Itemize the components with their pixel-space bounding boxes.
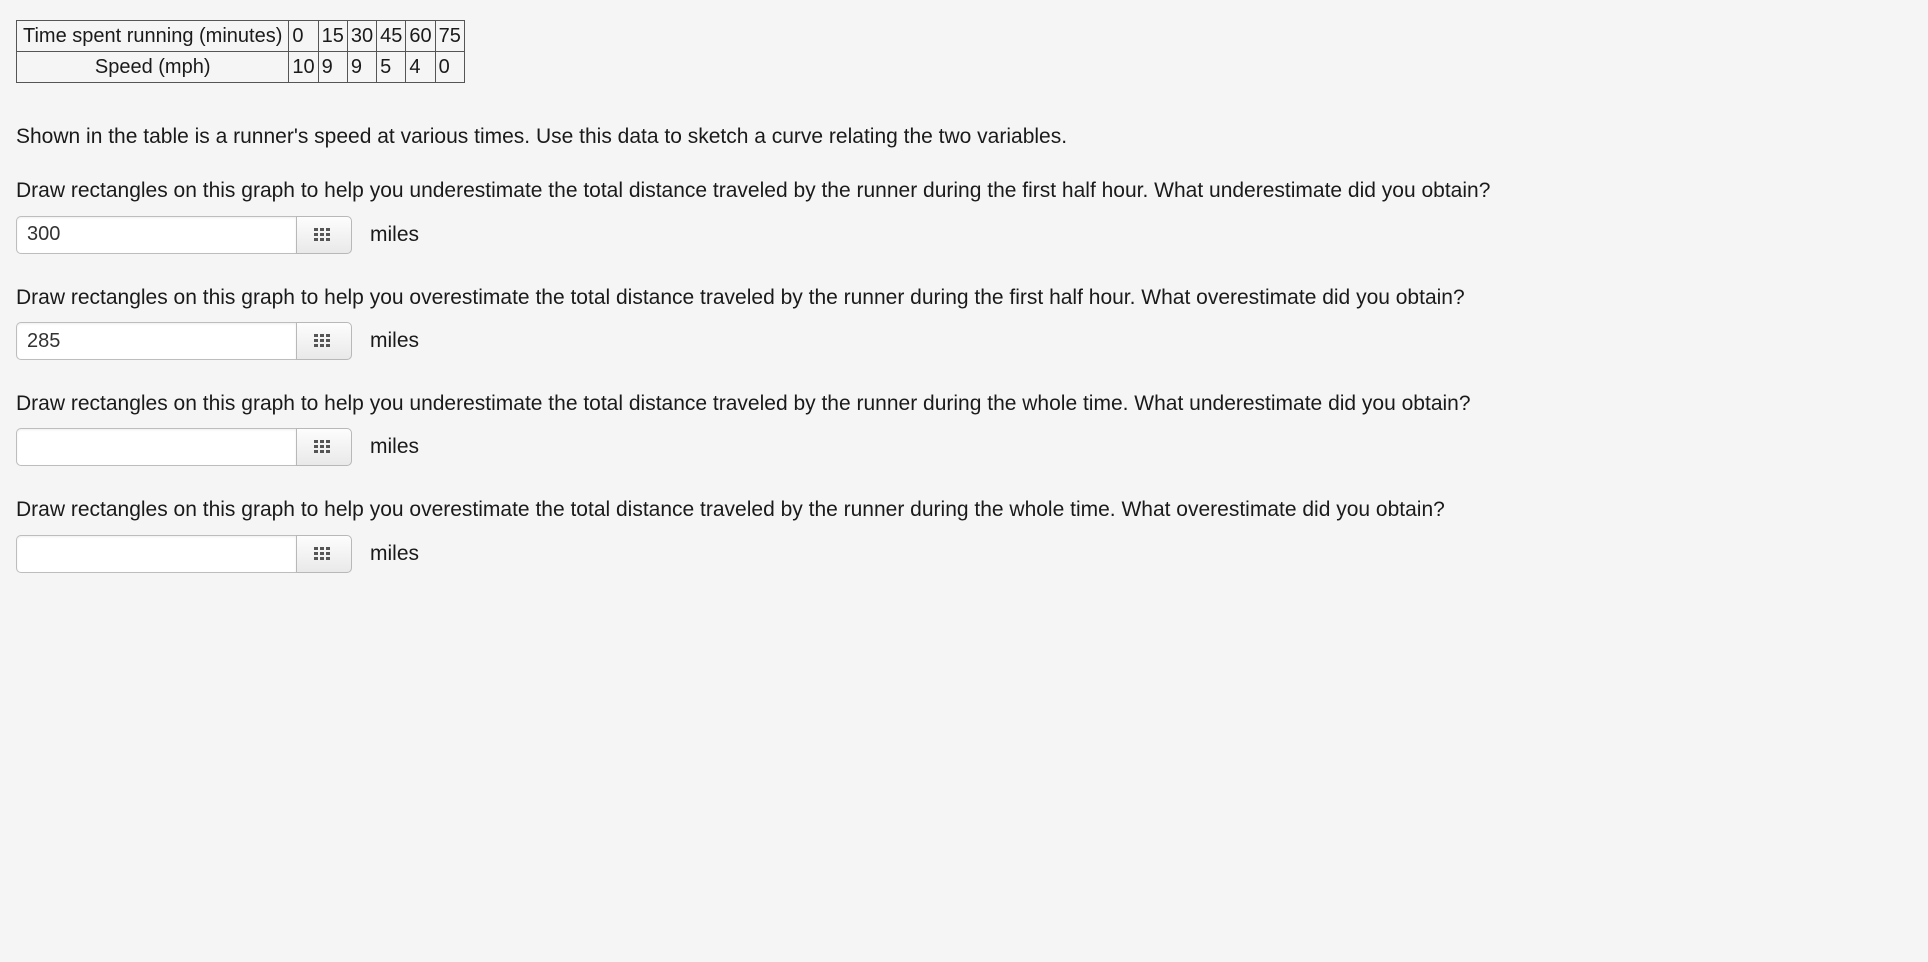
intro-text: Shown in the table is a runner's speed a… xyxy=(16,123,1912,151)
answer-input-1[interactable] xyxy=(16,216,296,254)
keypad-button[interactable] xyxy=(296,428,352,466)
table-cell: 5 xyxy=(377,52,406,83)
question-text: Draw rectangles on this graph to help yo… xyxy=(16,177,1912,205)
question-text: Draw rectangles on this graph to help yo… xyxy=(16,284,1912,312)
table-cell: 9 xyxy=(347,52,376,83)
answer-input-3[interactable] xyxy=(16,428,296,466)
answer-input-2[interactable] xyxy=(16,322,296,360)
table-cell: 30 xyxy=(347,21,376,52)
table-cell: 15 xyxy=(318,21,347,52)
table-cell: 4 xyxy=(406,52,435,83)
answer-row: miles xyxy=(16,216,1912,254)
table-row: Time spent running (minutes) 0 15 30 45 … xyxy=(17,21,465,52)
table-cell: 10 xyxy=(289,52,318,83)
keypad-icon xyxy=(314,440,334,454)
table-cell: 9 xyxy=(318,52,347,83)
keypad-icon xyxy=(314,228,334,242)
keypad-icon xyxy=(314,334,334,348)
keypad-button[interactable] xyxy=(296,216,352,254)
keypad-button[interactable] xyxy=(296,535,352,573)
row-label-time: Time spent running (minutes) xyxy=(17,21,289,52)
answer-row: miles xyxy=(16,322,1912,360)
unit-label: miles xyxy=(370,542,419,566)
keypad-icon xyxy=(314,547,334,561)
input-group xyxy=(16,428,352,466)
table-cell: 45 xyxy=(377,21,406,52)
answer-row: miles xyxy=(16,535,1912,573)
input-group xyxy=(16,535,352,573)
data-table: Time spent running (minutes) 0 15 30 45 … xyxy=(16,20,465,83)
table-cell: 0 xyxy=(435,52,464,83)
table-cell: 0 xyxy=(289,21,318,52)
question-text: Draw rectangles on this graph to help yo… xyxy=(16,496,1912,524)
table-row: Speed (mph) 10 9 9 5 4 0 xyxy=(17,52,465,83)
answer-input-4[interactable] xyxy=(16,535,296,573)
unit-label: miles xyxy=(370,329,419,353)
keypad-button[interactable] xyxy=(296,322,352,360)
table-cell: 60 xyxy=(406,21,435,52)
row-label-speed: Speed (mph) xyxy=(17,52,289,83)
input-group xyxy=(16,216,352,254)
answer-row: miles xyxy=(16,428,1912,466)
input-group xyxy=(16,322,352,360)
table-cell: 75 xyxy=(435,21,464,52)
unit-label: miles xyxy=(370,435,419,459)
unit-label: miles xyxy=(370,223,419,247)
question-text: Draw rectangles on this graph to help yo… xyxy=(16,390,1912,418)
